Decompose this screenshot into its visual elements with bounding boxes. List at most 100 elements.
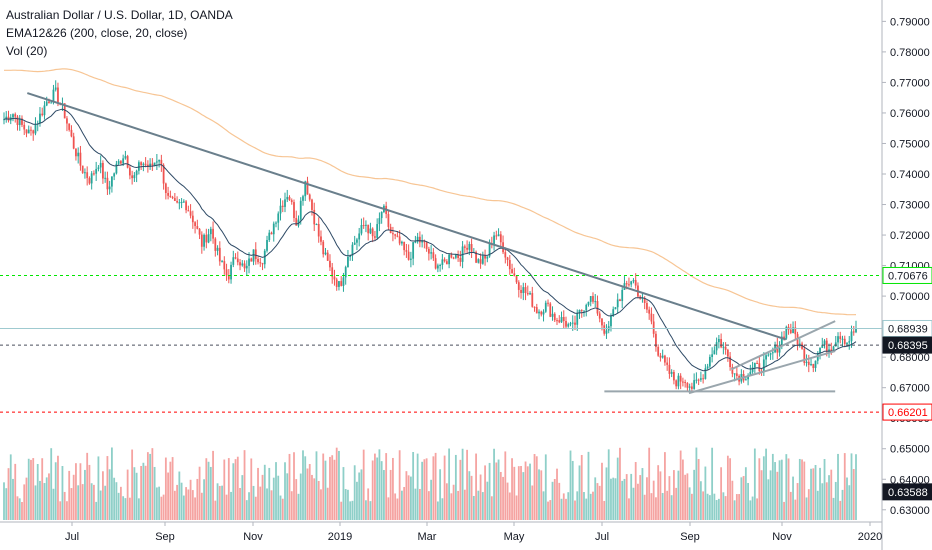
volume-bar [643, 494, 646, 520]
candle-body [108, 186, 111, 190]
volume-bar [650, 493, 653, 520]
volume-bar [515, 495, 518, 520]
volume-bar [306, 468, 309, 520]
volume-bar [787, 458, 790, 520]
candle-body [601, 318, 603, 326]
candle-body [295, 218, 298, 226]
candle-body [52, 89, 55, 103]
volume-bar [497, 459, 500, 520]
candle-body [616, 299, 619, 308]
volume-bar [538, 469, 540, 520]
candle-body [151, 163, 154, 166]
candle-body [583, 310, 585, 312]
candle-body [459, 257, 462, 262]
candle-body [598, 313, 601, 319]
candle-body [400, 241, 403, 244]
volume-bar [261, 474, 264, 520]
candle-body [45, 101, 48, 106]
candle-body [275, 222, 277, 224]
candle-body [14, 114, 17, 117]
candle-body [657, 347, 660, 356]
ema-indicator-label[interactable]: EMA12&26 (200, close, 20, close) [6, 26, 188, 40]
volume-bar [657, 465, 660, 520]
volume-bar [601, 462, 603, 520]
volume-bar [825, 482, 828, 520]
volume-bar [88, 464, 91, 520]
volume-bar [230, 491, 232, 520]
volume-bar [111, 447, 113, 520]
candle-body [178, 202, 181, 204]
volume-bar [5, 488, 8, 520]
volume-bar [403, 486, 406, 520]
candle-body [115, 163, 118, 174]
candle-body [841, 338, 844, 340]
candle-body [785, 326, 788, 339]
volume-bar [738, 494, 741, 520]
candle-body [843, 338, 846, 344]
volume-bar [711, 447, 714, 520]
candle-body [470, 244, 473, 253]
candle-body [347, 256, 349, 268]
candle-body [416, 236, 419, 242]
candle-body [679, 375, 682, 382]
volume-bar [542, 491, 545, 520]
volume-bar [79, 463, 82, 520]
symbol-title[interactable]: Australian Dollar / U.S. Dollar, 1D, OAN… [6, 8, 233, 22]
volume-bar [176, 484, 178, 520]
volume-bar [104, 485, 107, 520]
volume-bar [358, 472, 361, 520]
volume-bar [848, 485, 851, 520]
volume-bar [751, 496, 754, 520]
volume-bar [173, 490, 176, 520]
candle-body [610, 316, 612, 327]
candle-body [286, 196, 289, 200]
volume-bar [567, 492, 570, 520]
candle-body [218, 247, 221, 262]
candle-body [293, 202, 295, 219]
volume-bar [675, 487, 678, 520]
volume-bar [693, 469, 696, 520]
time-axis[interactable]: Jul Sep Nov 2019 Mar May Jul Sep Nov 2020 [0, 521, 882, 543]
volume-bar [234, 459, 237, 520]
volume-bar [81, 484, 84, 520]
volume-bar [535, 456, 538, 520]
price-tag-box [882, 266, 932, 284]
volume-bar [452, 484, 455, 520]
candle-body [513, 273, 516, 277]
volume-bar [520, 466, 522, 520]
volume-bar [472, 495, 475, 520]
candle-body [128, 167, 131, 176]
volume-bar [547, 501, 549, 520]
trendline-drawings[interactable] [27, 92, 836, 395]
volume-bar [266, 488, 268, 520]
volume-bar [805, 497, 808, 520]
volume-bar [311, 474, 313, 520]
candle-body [794, 327, 797, 335]
volume-bar [488, 462, 491, 520]
candle-body [315, 223, 318, 225]
candle-body [351, 244, 354, 256]
price-tick-label: 0.77000 [890, 77, 930, 89]
volume-bar [468, 471, 471, 520]
candle-body [81, 165, 84, 173]
volume-bar [666, 490, 669, 520]
volume-indicator-label[interactable]: Vol (20) [6, 44, 48, 58]
candle-body [268, 232, 271, 240]
candle-body [852, 331, 855, 333]
volume-bar [504, 451, 507, 520]
volume-bar [72, 474, 75, 520]
volume-bar [241, 475, 244, 520]
volume-bar [760, 470, 763, 520]
candle-body [272, 223, 275, 235]
candle-body [664, 355, 666, 363]
volume-bar [155, 487, 158, 520]
volume-bar [789, 491, 792, 520]
volume-bar [396, 498, 399, 520]
volume-bar [436, 501, 439, 520]
candle-body [850, 331, 853, 342]
volume-bar [783, 501, 785, 520]
candle-body [828, 349, 830, 352]
candle-body [405, 250, 408, 252]
volume-bar [522, 472, 525, 520]
